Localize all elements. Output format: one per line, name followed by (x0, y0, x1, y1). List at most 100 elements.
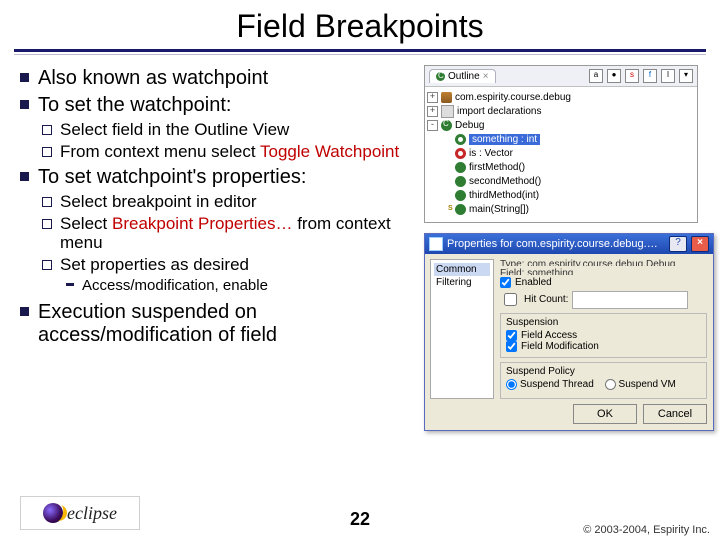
breakpoint-properties-dialog: Properties for com.espirity.course.debug… (424, 233, 714, 431)
highlight-text: Breakpoint Properties… (112, 214, 292, 233)
tree-row[interactable]: something : int (427, 132, 695, 146)
cancel-button[interactable]: Cancel (643, 404, 707, 424)
field-mod-row: Field Modification (506, 341, 701, 352)
tree-label: com.espirity.course.debug (455, 92, 571, 103)
outline-tab-label: Outline (448, 71, 480, 82)
ic-mth-icon (455, 162, 466, 173)
tree-row[interactable]: - Debug (427, 118, 695, 132)
close-icon[interactable]: × (483, 71, 489, 82)
suspend-vm-label: Suspend VM (619, 379, 676, 390)
suspend-thread-radio[interactable] (506, 379, 517, 390)
hide-local-icon[interactable]: l (661, 69, 675, 83)
eclipse-logo-text: eclipse (67, 503, 117, 524)
expand-icon[interactable]: + (427, 106, 438, 117)
tree-label: import declarations (457, 106, 541, 117)
tree-label: firstMethod() (469, 162, 525, 173)
outline-tree: + com.espirity.course.debug + import declar… (425, 87, 697, 222)
outline-tab[interactable]: Outline × (429, 69, 496, 83)
ic-imp-icon (441, 105, 454, 118)
tree-label: is : Vector (469, 148, 513, 159)
tree-spacer (443, 149, 452, 158)
hitcount-label: Hit Count: (524, 294, 568, 305)
tree-row[interactable]: + com.espirity.course.debug (427, 90, 695, 104)
expand-icon[interactable]: + (427, 92, 438, 103)
hitcount-checkbox[interactable] (504, 293, 517, 306)
enabled-label: Enabled (515, 277, 552, 288)
view-menu-icon[interactable]: ▾ (679, 69, 693, 83)
suspension-group-label: Suspension (506, 317, 701, 328)
type-label: Type: com.espirity.course.debug.Debug (500, 259, 707, 266)
list-item: Also known as watchpoint (14, 65, 416, 92)
field-access-row: Field Access (506, 330, 701, 341)
eclipse-orb-icon (43, 503, 63, 523)
list-item: Select Breakpoint Properties… from conte… (38, 213, 416, 254)
tree-row[interactable]: is : Vector (427, 146, 695, 160)
tree-label: main(String[]) (469, 204, 529, 215)
ic-mth-icon (455, 190, 466, 201)
dialog-title: Properties for com.espirity.course.debug… (447, 238, 665, 250)
field-access-label: Field Access (521, 330, 577, 341)
ic-fld-red-icon (455, 148, 466, 159)
nav-item-common[interactable]: Common (434, 263, 490, 276)
help-button[interactable]: ? (669, 236, 687, 252)
suspend-thread-label: Suspend Thread (520, 379, 594, 390)
hide-static-icon[interactable]: s (625, 69, 639, 83)
tree-label: something : int (469, 134, 540, 145)
ic-fld-icon (455, 134, 466, 145)
ic-pkg-icon (441, 92, 452, 103)
list-item: To set watchpoint's properties:Select br… (14, 164, 416, 298)
suspend-vm-radio[interactable] (605, 379, 616, 390)
hitcount-input[interactable] (572, 291, 688, 309)
outline-view-window: Outline × a ● s f l ▾ + com.espirity.cour… (424, 65, 698, 223)
sort-icon[interactable]: a (589, 69, 603, 83)
collapse-icon[interactable]: - (427, 120, 438, 131)
properties-nav: CommonFiltering (430, 259, 494, 399)
tree-row[interactable]: + import declarations (427, 104, 695, 118)
tree-row[interactable]: main(String[]) (427, 202, 695, 216)
dialog-titlebar: Properties for com.espirity.course.debug… (425, 234, 713, 254)
tree-label: secondMethod() (469, 176, 541, 187)
hitcount-row: Hit Count: (500, 290, 707, 309)
enabled-checkbox-row: Enabled (500, 277, 707, 288)
outline-icon (436, 72, 445, 81)
hide-nonpublic-icon[interactable]: ● (607, 69, 621, 83)
tree-spacer (443, 191, 452, 200)
list-item: Select breakpoint in editor (38, 191, 416, 213)
window-icon (429, 237, 443, 251)
suspend-thread-row: Suspend Thread (506, 379, 594, 390)
tree-spacer (443, 177, 452, 186)
field-access-checkbox[interactable] (506, 330, 517, 341)
suspension-group: Suspension Field Access Field Modificati… (500, 313, 707, 358)
outline-tabbar: Outline × a ● s f l ▾ (425, 66, 697, 87)
properties-main: Type: com.espirity.course.debug.Debug Fi… (494, 254, 713, 404)
close-button[interactable]: × (691, 236, 709, 252)
list-item: Access/modification, enable (60, 276, 416, 295)
copyright-footer: © 2003-2004, Espirity Inc. (583, 524, 710, 536)
list-item: Set properties as desiredAccess/modifica… (38, 254, 416, 297)
list-item: Select field in the Outline View (38, 119, 416, 141)
suspend-policy-group: Suspend Policy Suspend Thread Suspend VM (500, 362, 707, 399)
field-label: Field: something (500, 268, 707, 275)
tree-spacer (443, 163, 452, 172)
field-modification-label: Field Modification (521, 341, 599, 352)
ic-mth-icon (455, 176, 466, 187)
tree-label: Debug (455, 120, 484, 131)
tree-row[interactable]: firstMethod() (427, 160, 695, 174)
list-item: Execution suspended on access/modificati… (14, 299, 416, 349)
dialog-footer: OK Cancel (425, 404, 713, 430)
ic-cls-icon (441, 120, 452, 131)
tree-row[interactable]: thirdMethod(int) (427, 188, 695, 202)
page-number: 22 (350, 509, 370, 530)
ok-button[interactable]: OK (573, 404, 637, 424)
eclipse-logo: eclipse (20, 496, 140, 530)
tree-spacer (443, 135, 452, 144)
suspend-vm-row: Suspend VM (605, 379, 676, 390)
nav-item-filtering[interactable]: Filtering (434, 276, 490, 289)
tree-row[interactable]: secondMethod() (427, 174, 695, 188)
hide-fields-icon[interactable]: f (643, 69, 657, 83)
list-item: To set the watchpoint:Select field in th… (14, 92, 416, 164)
slide-title: Field Breakpoints (0, 8, 720, 45)
title-rule (14, 49, 706, 52)
enabled-checkbox[interactable] (500, 277, 511, 288)
field-modification-checkbox[interactable] (506, 341, 517, 352)
